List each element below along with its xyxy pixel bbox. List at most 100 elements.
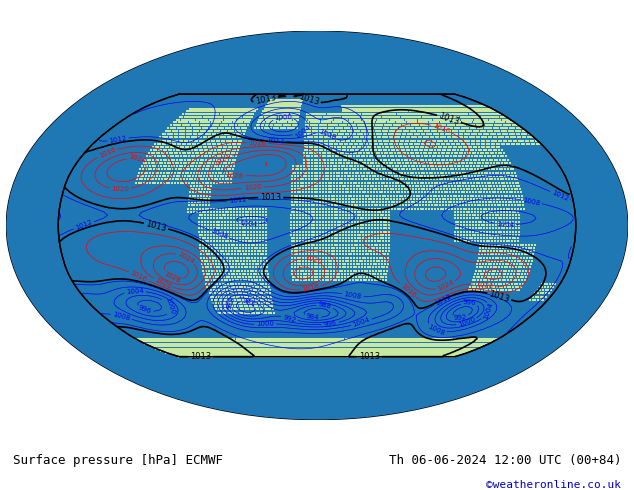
Point [482, 335, 492, 343]
Point [212, 244, 223, 252]
Point [458, 156, 468, 164]
Point [318, 340, 328, 348]
Point [437, 137, 448, 145]
Point [458, 182, 469, 190]
Point [462, 127, 472, 135]
Point [162, 137, 172, 145]
Point [387, 179, 398, 187]
Point [346, 247, 356, 255]
Point [174, 162, 184, 170]
Point [210, 146, 220, 154]
Point [500, 195, 510, 203]
Point [318, 218, 328, 226]
Point [361, 162, 371, 170]
Point [353, 116, 363, 123]
Point [351, 172, 361, 180]
Point [476, 218, 486, 226]
Point [170, 149, 180, 157]
Point [189, 350, 199, 358]
Point [399, 127, 409, 135]
Point [227, 286, 237, 294]
Point [437, 102, 448, 110]
Point [451, 113, 462, 121]
Point [344, 218, 354, 226]
Point [354, 335, 365, 343]
Point [248, 335, 258, 343]
Point [341, 241, 351, 248]
Point [348, 172, 358, 180]
Point [499, 215, 509, 222]
Point [444, 198, 454, 206]
Point [145, 179, 155, 187]
Point [216, 247, 226, 255]
Point [449, 179, 459, 187]
Point [430, 182, 440, 190]
Point [318, 247, 328, 255]
Point [489, 270, 500, 278]
Point [538, 293, 548, 301]
Point [192, 159, 202, 167]
Point [398, 122, 408, 129]
Point [304, 247, 314, 255]
Point [366, 182, 376, 190]
Point [361, 351, 372, 359]
Point [451, 102, 461, 110]
Point [254, 290, 264, 297]
Point [225, 134, 235, 142]
Point [450, 110, 460, 118]
Point [404, 166, 415, 173]
Point [217, 347, 227, 355]
Point [430, 338, 440, 345]
Point [231, 343, 241, 350]
Point [224, 159, 234, 167]
Point [432, 102, 442, 110]
Point [214, 260, 224, 268]
Point [399, 347, 409, 355]
Point [312, 340, 322, 348]
Point [249, 237, 259, 245]
Point [502, 231, 512, 239]
Point [244, 309, 254, 317]
Point [316, 116, 327, 123]
Point [462, 137, 472, 145]
Point [496, 218, 507, 226]
Point [373, 156, 384, 164]
Point [342, 273, 353, 281]
Point [456, 172, 466, 180]
Point [247, 250, 257, 258]
Point [482, 218, 492, 226]
Point [223, 353, 233, 361]
Point [176, 179, 186, 187]
Point [268, 351, 278, 359]
Point [517, 276, 527, 284]
Point [410, 353, 420, 361]
Point [384, 205, 394, 213]
Point [243, 205, 254, 213]
Point [283, 122, 293, 129]
Point [321, 349, 331, 357]
Point [427, 146, 437, 154]
Point [499, 169, 509, 177]
Point [302, 113, 312, 121]
Point [463, 195, 473, 203]
Point [196, 175, 206, 183]
Point [484, 283, 494, 291]
Point [207, 119, 217, 126]
Point [298, 257, 308, 265]
Point [517, 134, 527, 142]
Point [491, 169, 501, 177]
Point [386, 192, 396, 199]
Point [249, 227, 259, 235]
Point [441, 201, 451, 209]
Point [299, 276, 309, 284]
Point [202, 280, 212, 288]
Point [537, 280, 547, 288]
Point [407, 140, 417, 147]
Point [459, 143, 469, 151]
Point [315, 264, 325, 271]
Point [265, 350, 275, 358]
Point [439, 182, 449, 190]
Point [242, 338, 252, 345]
Point [272, 349, 282, 357]
Point [321, 175, 331, 183]
